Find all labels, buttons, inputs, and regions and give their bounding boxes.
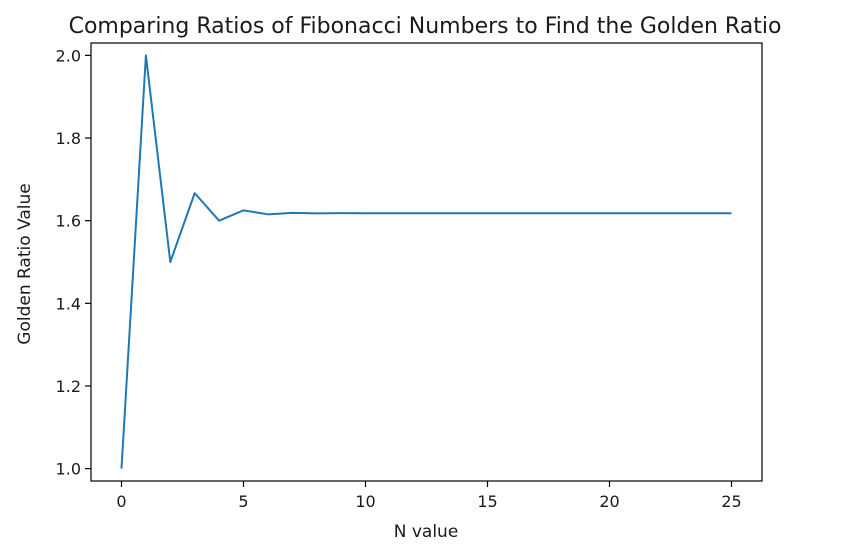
y-tick-label: 1.4 — [56, 294, 81, 313]
plot-frame — [90, 42, 763, 482]
x-tick-label: 10 — [355, 492, 375, 511]
x-tick-label: 20 — [599, 492, 619, 511]
x-tick-label: 5 — [238, 492, 248, 511]
plot-area: 0 5 10 15 20 25 1.0 1.2 1.4 1.6 1.8 2.0 — [56, 42, 763, 511]
y-tick-label: 1.0 — [56, 460, 81, 479]
x-tick-label: 25 — [721, 492, 741, 511]
x-tick-label: 0 — [116, 492, 126, 511]
series-line-0 — [120, 54, 732, 469]
y-axis-label: Golden Ratio Value — [15, 183, 35, 344]
y-tick-label: 2.0 — [56, 46, 81, 65]
y-tick-label: 1.8 — [56, 129, 81, 148]
chart-title: Comparing Ratios of Fibonacci Numbers to… — [69, 14, 782, 39]
y-tick-label: 1.6 — [56, 212, 81, 231]
x-axis-label: N value — [394, 522, 459, 542]
x-tick-label: 15 — [477, 492, 497, 511]
y-tick-label: 1.2 — [56, 377, 81, 396]
